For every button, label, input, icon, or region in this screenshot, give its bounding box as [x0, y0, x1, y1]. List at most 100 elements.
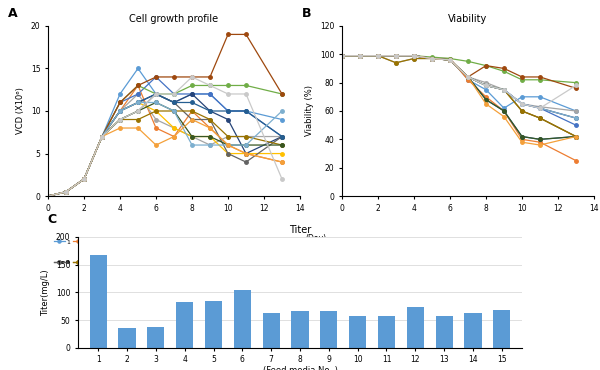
11	[80, 177, 88, 181]
8	[170, 75, 178, 79]
8	[536, 75, 544, 79]
Line: 4: 4	[46, 101, 284, 198]
Line: 3: 3	[340, 54, 578, 113]
2	[464, 78, 472, 82]
9	[188, 117, 196, 122]
12	[80, 177, 88, 181]
10	[392, 61, 400, 65]
Line: 1: 1	[340, 54, 578, 113]
2	[170, 134, 178, 139]
12	[410, 54, 418, 58]
15	[116, 117, 124, 122]
Line: 9: 9	[340, 54, 578, 138]
14	[242, 151, 250, 156]
Line: 7: 7	[46, 92, 284, 198]
4	[356, 54, 364, 58]
13	[446, 58, 454, 62]
13	[482, 83, 490, 88]
2	[98, 134, 106, 139]
14	[98, 134, 106, 139]
4	[134, 100, 142, 105]
6	[374, 54, 382, 58]
8	[152, 75, 160, 79]
1	[152, 92, 160, 96]
Line: 6: 6	[340, 54, 578, 84]
3	[62, 190, 70, 194]
4	[98, 134, 106, 139]
6	[572, 80, 580, 85]
15	[446, 58, 454, 62]
Line: 10: 10	[46, 109, 284, 198]
14	[392, 54, 400, 58]
2	[392, 54, 400, 58]
3	[188, 134, 196, 139]
1	[242, 109, 250, 113]
6	[278, 92, 286, 96]
Y-axis label: Viability (%): Viability (%)	[305, 85, 314, 137]
Bar	[349, 316, 367, 348]
6	[428, 55, 436, 59]
11	[188, 100, 196, 105]
Line: 13: 13	[340, 54, 578, 120]
9	[482, 83, 490, 88]
12	[356, 54, 364, 58]
5	[410, 54, 418, 58]
10	[518, 109, 526, 113]
7	[572, 116, 580, 120]
8	[134, 83, 142, 88]
14	[356, 54, 364, 58]
2	[518, 137, 526, 142]
8	[44, 194, 52, 198]
10	[206, 117, 214, 122]
Text: A: A	[8, 7, 17, 20]
6	[224, 83, 232, 88]
Line: 12: 12	[340, 54, 578, 141]
2	[482, 95, 490, 99]
3	[446, 58, 454, 62]
12	[428, 56, 436, 61]
7	[410, 54, 418, 58]
8	[374, 54, 382, 58]
5	[224, 109, 232, 113]
3	[572, 109, 580, 113]
Line: 10: 10	[340, 54, 578, 138]
7	[446, 58, 454, 62]
8	[98, 134, 106, 139]
11	[482, 97, 490, 102]
5	[62, 190, 70, 194]
Line: 15: 15	[46, 75, 284, 198]
10	[152, 109, 160, 113]
15	[206, 83, 214, 88]
6	[500, 69, 508, 74]
4	[116, 109, 124, 113]
7	[206, 109, 214, 113]
1	[170, 100, 178, 105]
15	[98, 134, 106, 139]
3	[356, 54, 364, 58]
5	[482, 83, 490, 88]
13	[170, 109, 178, 113]
6	[338, 54, 346, 58]
6	[446, 56, 454, 61]
2	[500, 109, 508, 113]
Line: 5: 5	[46, 75, 284, 198]
12	[536, 137, 544, 142]
12	[170, 109, 178, 113]
1	[80, 177, 88, 181]
1	[356, 54, 364, 58]
Line: 13: 13	[46, 101, 284, 198]
Line: 3: 3	[46, 92, 284, 198]
Bar	[176, 302, 193, 348]
Line: 2: 2	[46, 84, 284, 198]
2	[116, 109, 124, 113]
14	[80, 177, 88, 181]
14	[134, 126, 142, 130]
Line: 11: 11	[340, 54, 578, 141]
12	[338, 54, 346, 58]
6	[152, 92, 160, 96]
3	[464, 75, 472, 79]
15	[392, 54, 400, 58]
1	[410, 54, 418, 58]
9	[374, 54, 382, 58]
7	[152, 92, 160, 96]
